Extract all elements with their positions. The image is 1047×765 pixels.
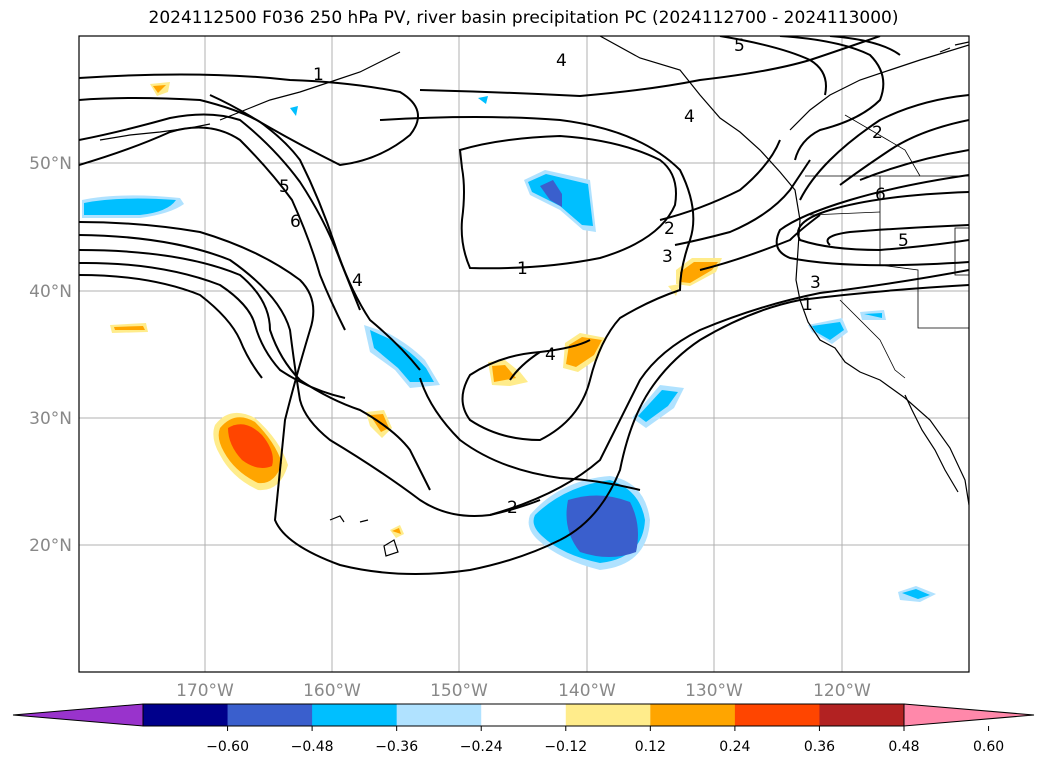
- contour-label: 3: [662, 247, 673, 267]
- colorbar-tick-label: −0.60: [206, 739, 249, 755]
- contour-labels: 1 1 1 2 2 2 3 3 4 4 4 4 5 5 5 6 6: [279, 36, 909, 518]
- precip-negative-area: [290, 106, 298, 116]
- precip-negative-area: [638, 390, 678, 422]
- contour-label: 4: [556, 51, 567, 71]
- contour-label: 2: [507, 498, 518, 518]
- contour-label: 5: [898, 231, 909, 251]
- pv-contours: [79, 36, 969, 575]
- contour-label: 4: [545, 345, 556, 365]
- lon-label: 150°W: [430, 681, 488, 701]
- precip-positive-area: [566, 337, 602, 367]
- precip-negative-area: [812, 322, 844, 340]
- precip-negative-area: [84, 198, 176, 215]
- colorbar-extend-high: [903, 703, 1035, 727]
- contour-label: 4: [352, 271, 363, 291]
- contour-label: 5: [279, 177, 290, 197]
- colorbar-cell: [143, 704, 229, 726]
- contour-label: 3: [810, 273, 821, 293]
- contour-label: 2: [664, 219, 675, 239]
- colorbar: −0.60 −0.48 −0.36 −0.24 −0.12 0.12 0.24 0.36 0.4…: [12, 703, 1035, 755]
- coastlines: [99, 36, 969, 557]
- precip-negative-area: [902, 589, 930, 599]
- colorbar-tick-label: 0.48: [888, 739, 919, 755]
- contour-label: 6: [290, 212, 301, 232]
- colorbar-cell: [396, 704, 482, 726]
- lon-label: 160°W: [303, 681, 361, 701]
- contour-label: 6: [875, 185, 886, 205]
- map-frame: [78, 35, 970, 673]
- colorbar-tick-label: −0.48: [291, 739, 334, 755]
- colorbar-cell: [819, 704, 905, 726]
- precip-negative-area: [540, 180, 562, 207]
- colorbar-cell: [650, 704, 736, 726]
- political-borders: [805, 114, 969, 379]
- lat-label: 20°N: [29, 536, 72, 556]
- precip-positive-area: [392, 528, 401, 534]
- contour-label: 4: [684, 107, 695, 127]
- precip-negative-area: [566, 495, 638, 557]
- colorbar-extend-low: [12, 703, 144, 727]
- precip-positive-area: [492, 365, 516, 382]
- colorbar-cell: [312, 704, 398, 726]
- lon-label: 140°W: [558, 681, 616, 701]
- colorbar-tick-label: 0.24: [719, 739, 750, 755]
- contour-label: 1: [517, 259, 528, 279]
- precip-negative-area: [864, 313, 882, 318]
- precip-positive-area: [114, 326, 145, 330]
- precip-positive-area: [228, 424, 273, 468]
- lat-labels: 50°N 40°N 30°N 20°N: [29, 154, 72, 556]
- colorbar-cell: [227, 704, 313, 726]
- lon-label: 130°W: [685, 681, 743, 701]
- lat-label: 30°N: [29, 409, 72, 429]
- colorbar-tick-label: −0.24: [460, 739, 503, 755]
- lat-label: 50°N: [29, 154, 72, 174]
- lon-label: 120°W: [813, 681, 871, 701]
- colorbar-tick-label: −0.12: [544, 739, 587, 755]
- contour-label: 5: [734, 36, 745, 56]
- lon-labels: 170°W 160°W 150°W 140°W 130°W 120°W: [176, 681, 871, 701]
- colorbar-tick-label: 0.12: [635, 739, 666, 755]
- contour-label: 1: [313, 65, 324, 85]
- colorbar-cell: [565, 704, 651, 726]
- precip-positive-area: [668, 284, 680, 296]
- precip-positive-area: [153, 85, 166, 93]
- colorbar-outline: [142, 703, 905, 727]
- colorbar-tick-label: 0.60: [973, 739, 1004, 755]
- colorbar-tick-label: 0.36: [804, 739, 835, 755]
- contour-label: 2: [872, 123, 883, 143]
- precip-shading: [82, 82, 936, 602]
- precip-negative-area: [478, 96, 488, 104]
- colorbar-cell: [734, 704, 820, 726]
- map-title: 2024112500 F036 250 hPa PV, river basin …: [148, 8, 899, 28]
- colorbar-cell: [481, 704, 567, 726]
- contour-label: 1: [802, 295, 813, 315]
- colorbar-tick-label: −0.36: [375, 739, 418, 755]
- lon-label: 170°W: [176, 681, 234, 701]
- lat-label: 40°N: [29, 282, 72, 302]
